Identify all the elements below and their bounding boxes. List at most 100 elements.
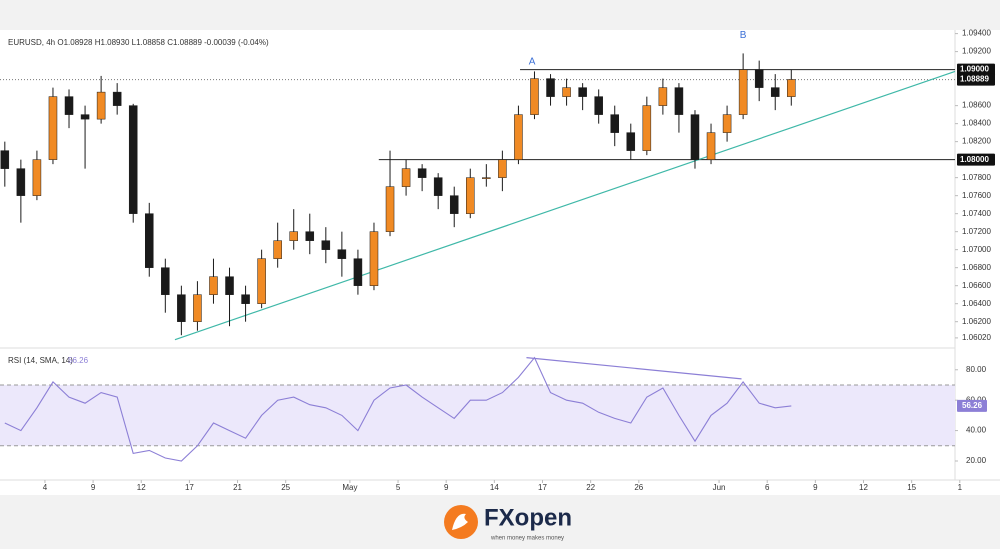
level-label: A	[529, 56, 536, 67]
x-tick-label: 14	[490, 483, 499, 492]
candle-body	[289, 231, 298, 241]
candle-body	[498, 159, 507, 178]
x-tick-label: 5	[396, 483, 401, 492]
candle-body	[369, 231, 379, 286]
candle-body	[257, 258, 266, 304]
logo-brand: FXopen	[484, 504, 572, 531]
x-tick-label: 15	[907, 483, 916, 492]
candle-body	[209, 276, 218, 295]
price-label-box	[957, 153, 995, 166]
candle-body	[594, 96, 603, 115]
x-tick-label: 9	[91, 483, 96, 492]
candle-body	[674, 87, 684, 115]
candle-body	[530, 78, 539, 115]
candle-body	[385, 186, 395, 232]
x-tick-label: 17	[538, 483, 547, 492]
y-tick-label: 1.06020	[962, 333, 991, 342]
x-tick-label: 26	[634, 483, 643, 492]
candle-body	[642, 105, 652, 151]
candle-body	[161, 267, 170, 295]
y-tick-label: 1.06800	[962, 263, 991, 272]
y-tick-label: 1.07200	[962, 227, 991, 236]
candle-body	[417, 168, 427, 178]
candle-body	[482, 177, 491, 179]
candle-body	[273, 240, 282, 259]
rsi-title: RSI (14, SMA, 14)	[8, 356, 73, 365]
candle-body	[401, 168, 411, 187]
peak-label: B	[740, 30, 747, 41]
rsi-divergence	[526, 357, 742, 380]
candle-body	[706, 132, 716, 160]
candle-body	[738, 69, 748, 115]
candle-body	[128, 105, 138, 214]
y-tick-label: 1.06200	[962, 317, 991, 326]
x-tick-label: May	[342, 483, 357, 492]
candle-body	[770, 87, 780, 97]
candle-body	[690, 114, 700, 160]
price-label: 1.08000	[960, 155, 989, 164]
candle-body	[241, 294, 250, 304]
x-tick-label: 21	[233, 483, 242, 492]
x-tick-label: 17	[185, 483, 194, 492]
candle-body	[321, 240, 331, 250]
rsi-tick-label: 20.00	[966, 456, 987, 465]
x-tick-label: 12	[137, 483, 146, 492]
candle-body	[225, 276, 234, 295]
candle-body	[658, 87, 668, 106]
candle-body	[722, 114, 732, 133]
y-tick-label: 1.09400	[962, 29, 991, 38]
rsi-last-box	[957, 399, 987, 412]
trendline	[174, 70, 956, 341]
price-label: 1.09000	[960, 65, 989, 74]
candle-body	[32, 159, 42, 196]
x-tick-label: 12	[859, 483, 868, 492]
rsi-line	[4, 356, 792, 462]
candle-body	[449, 195, 459, 214]
candle-body	[466, 177, 475, 214]
y-tick-label: 1.08200	[962, 137, 991, 146]
candle-body	[48, 96, 58, 160]
rsi-tick-label: 40.00	[966, 426, 987, 435]
chart-title: EURUSD, 4h O1.08928 H1.08930 L1.08858 C1…	[8, 38, 269, 47]
rsi-band	[0, 384, 955, 446]
rsi-last-label: 56.26	[962, 401, 983, 410]
candle-body	[337, 249, 347, 259]
price-label-box	[957, 73, 995, 86]
y-tick-label: 1.07800	[962, 173, 991, 182]
y-tick-label: 1.09200	[962, 47, 991, 56]
logo-icon-mark	[452, 513, 468, 530]
candle-body	[193, 294, 202, 322]
candle-body	[610, 114, 619, 133]
x-tick-label: 4	[43, 483, 48, 492]
candle-body	[96, 91, 106, 120]
logo-tagline: when money makes money	[490, 536, 564, 542]
x-tick-label: 25	[281, 483, 290, 492]
y-tick-label: 1.07400	[962, 209, 991, 218]
candle-body	[353, 258, 363, 286]
y-tick-label: 1.08400	[962, 119, 991, 128]
candle-body	[16, 168, 26, 196]
x-tick-label: Jun	[713, 483, 726, 492]
candle-body	[177, 294, 186, 322]
x-tick-label: 6	[765, 483, 770, 492]
rsi-tick-label: 80.00	[966, 365, 987, 374]
price-label: 1.08889	[960, 75, 989, 84]
rsi-tick-label: 60.00	[966, 395, 987, 404]
y-tick-label: 1.07000	[962, 245, 991, 254]
candle-body	[562, 87, 571, 97]
y-tick-label: 1.07600	[962, 191, 991, 200]
x-tick-label: 9	[444, 483, 449, 492]
candle-body	[626, 132, 636, 151]
candle-body	[0, 150, 10, 169]
y-tick-label: 1.06600	[962, 281, 991, 290]
candle-body	[754, 69, 764, 88]
candle-body	[305, 231, 315, 241]
y-tick-label: 1.08600	[962, 101, 991, 110]
logo: FXopen when money makes money	[444, 504, 572, 542]
x-tick-label: 22	[586, 483, 595, 492]
candle-body	[433, 177, 443, 196]
candle-body	[145, 213, 154, 268]
rsi-title-value: 56.26	[68, 356, 89, 365]
candle-body	[80, 114, 90, 120]
